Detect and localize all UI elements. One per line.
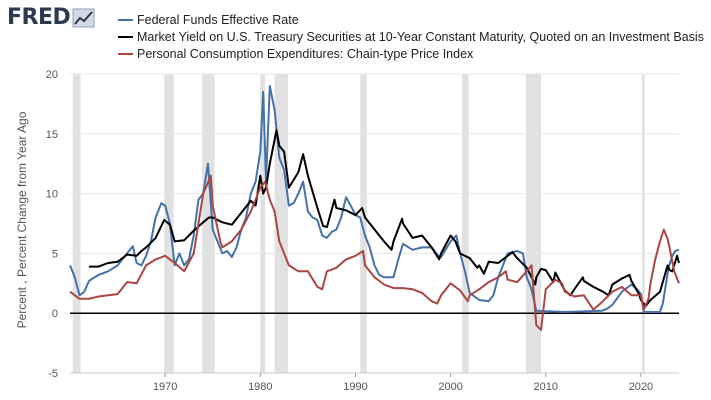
recession-band	[641, 74, 645, 373]
fred-chart-icon	[72, 8, 95, 28]
legend-item: Market Yield on U.S. Treasury Securities…	[118, 28, 704, 45]
x-tick-label: 2010	[534, 381, 558, 393]
legend-item: Federal Funds Effective Rate	[118, 11, 704, 28]
legend-label: Federal Funds Effective Rate	[137, 12, 299, 27]
recession-band	[260, 74, 266, 373]
y-tick-label: -5	[48, 368, 58, 380]
y-tick-label: 5	[52, 248, 58, 260]
legend-item: Personal Consumption Expenditures: Chain…	[118, 45, 704, 62]
legend-label: Market Yield on U.S. Treasury Securities…	[137, 29, 704, 44]
series-line-1	[89, 129, 680, 307]
fred-logo-text: FRED	[7, 5, 71, 30]
recession-band	[525, 74, 542, 373]
legend-swatch	[118, 18, 133, 21]
x-tick-label: 1990	[343, 381, 367, 393]
recession-band	[360, 74, 367, 373]
x-tick-label: 1980	[248, 381, 272, 393]
legend-swatch	[118, 52, 133, 55]
y-tick-label: 15	[46, 129, 58, 141]
legend-swatch	[118, 35, 133, 38]
x-tick-label: 2000	[438, 381, 462, 393]
chart-header: FRED Federal Funds Effective Rate Market …	[0, 0, 711, 62]
y-tick-label: 10	[46, 189, 58, 201]
x-tick-label: 2020	[629, 381, 653, 393]
legend-label: Personal Consumption Expenditures: Chain…	[137, 46, 474, 61]
recession-band	[462, 74, 469, 373]
series-line-2	[69, 174, 680, 331]
y-tick-label: 0	[52, 308, 58, 320]
y-tick-label: 20	[46, 69, 58, 81]
x-tick-label: 1970	[153, 381, 177, 393]
fred-logo[interactable]: FRED	[7, 7, 96, 29]
chart-legend: Federal Funds Effective Rate Market Yield…	[118, 11, 704, 62]
recession-band	[72, 74, 81, 373]
recession-band	[202, 74, 215, 373]
